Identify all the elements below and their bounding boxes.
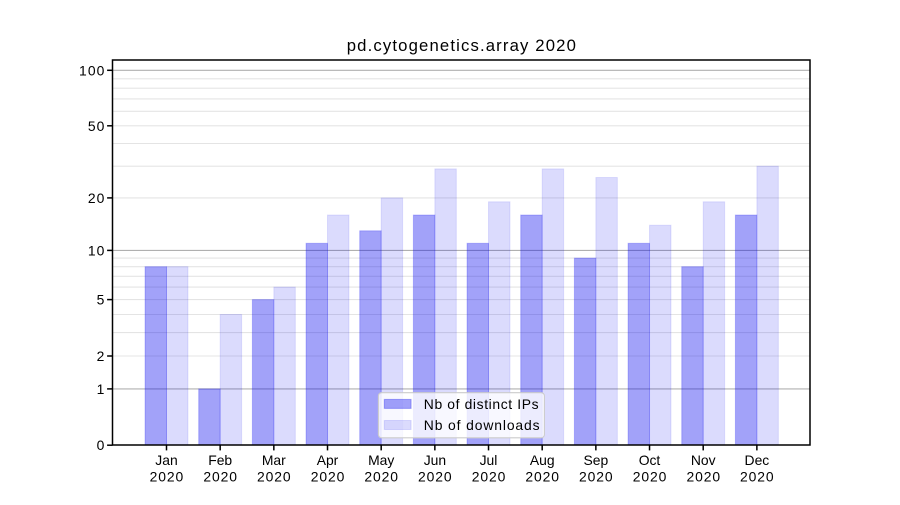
svg-text:2020: 2020 — [257, 469, 292, 485]
svg-text:Aug: Aug — [530, 452, 555, 468]
svg-text:May: May — [368, 452, 394, 468]
svg-text:2020: 2020 — [525, 469, 560, 485]
svg-text:Jun: Jun — [424, 452, 446, 468]
svg-text:pd.cytogenetics.array 2020: pd.cytogenetics.array 2020 — [347, 36, 577, 55]
svg-text:Mar: Mar — [262, 452, 286, 468]
svg-text:10: 10 — [88, 242, 106, 258]
svg-text:2020: 2020 — [686, 469, 721, 485]
svg-text:20: 20 — [88, 190, 106, 206]
svg-text:2020: 2020 — [579, 469, 614, 485]
svg-text:2: 2 — [97, 348, 106, 364]
svg-text:Sep: Sep — [584, 452, 609, 468]
svg-text:2020: 2020 — [311, 469, 346, 485]
svg-text:50: 50 — [88, 118, 106, 134]
svg-text:Nb of downloads: Nb of downloads — [424, 417, 541, 433]
svg-text:Feb: Feb — [208, 452, 232, 468]
svg-text:2020: 2020 — [364, 469, 399, 485]
svg-text:Nb of distinct IPs: Nb of distinct IPs — [424, 396, 539, 412]
svg-text:Jan: Jan — [155, 452, 177, 468]
svg-text:5: 5 — [97, 292, 106, 308]
svg-text:Jul: Jul — [480, 452, 498, 468]
svg-text:2020: 2020 — [472, 469, 507, 485]
svg-text:2020: 2020 — [150, 469, 185, 485]
svg-text:1: 1 — [97, 381, 106, 397]
svg-text:Apr: Apr — [317, 452, 339, 468]
svg-text:Nov: Nov — [691, 452, 716, 468]
svg-text:Dec: Dec — [745, 452, 770, 468]
svg-text:2020: 2020 — [203, 469, 238, 485]
svg-text:Oct: Oct — [639, 452, 661, 468]
svg-text:2020: 2020 — [740, 469, 775, 485]
svg-text:100: 100 — [79, 62, 105, 78]
svg-text:2020: 2020 — [418, 469, 453, 485]
svg-text:0: 0 — [97, 437, 106, 453]
svg-text:2020: 2020 — [633, 469, 668, 485]
